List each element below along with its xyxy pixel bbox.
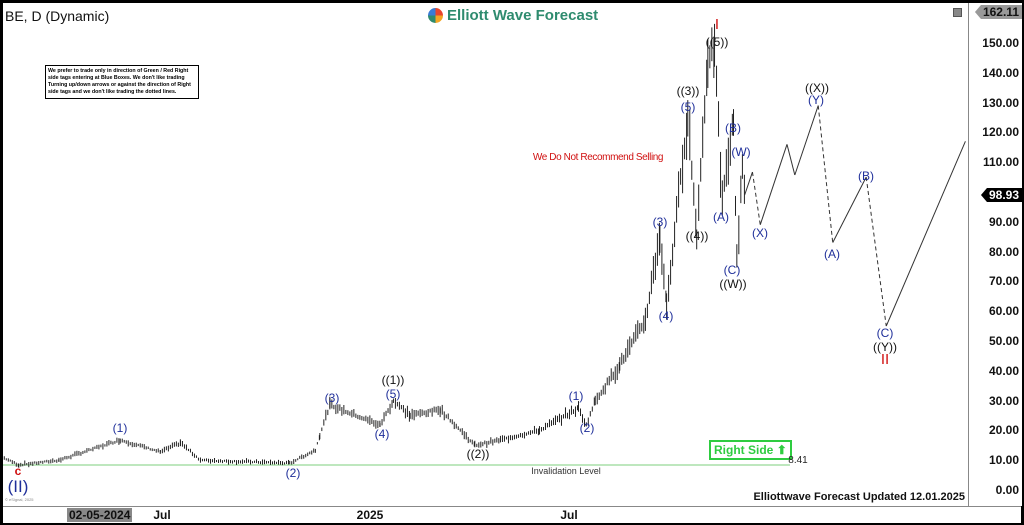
- high-price-tag: 162.11: [974, 5, 1022, 19]
- wave-label: (1): [112, 421, 128, 435]
- price-tick-label: 120.00: [982, 125, 1019, 140]
- projection-path-segment: [786, 144, 796, 176]
- time-axis[interactable]: 02-05-2024 Jul 2025 Jul: [3, 506, 1021, 523]
- copyright: © eSignal, 2025: [5, 497, 34, 502]
- brand-name: Elliott Wave Forecast: [447, 7, 599, 24]
- price-tick-label: 20.00: [988, 423, 1019, 438]
- wave-label: ((3)): [676, 84, 700, 98]
- price-tick-label: 30.00: [988, 393, 1019, 408]
- time-label: 2025: [356, 508, 384, 522]
- no-sell-note: We Do Not Recommend Selling: [532, 152, 664, 163]
- right-side-tag: Right Side ⬆: [709, 440, 792, 460]
- wave-label: (A): [824, 247, 840, 261]
- price-chart-svg: [3, 23, 966, 468]
- wave-label: (Y): [808, 93, 824, 107]
- last-price-tag: 98.93: [980, 188, 1022, 202]
- wave-label: c: [14, 464, 22, 478]
- wave-label: (2): [579, 421, 595, 435]
- wave-label: (C): [876, 326, 894, 340]
- invalidation-label: Invalidation Level: [531, 466, 601, 476]
- time-label: Jul: [153, 508, 171, 522]
- price-tick-label: 150.00: [982, 36, 1019, 50]
- price-tick-label: 60.00: [988, 304, 1019, 319]
- projection-path-segment: [885, 141, 966, 327]
- price-tick-label: 110.00: [982, 155, 1019, 170]
- updated-note: Elliottwave Forecast Updated 12.01.2025: [753, 491, 965, 503]
- wave-label: ((1)): [381, 373, 405, 387]
- projection-path-segment: [759, 144, 788, 225]
- price-axis[interactable]: 162.11 150.00 140.00 130.00 120.00 110.00 90.…: [968, 3, 1022, 506]
- time-label: Jul: [560, 508, 578, 522]
- invalidation-value: 8.41: [788, 455, 808, 466]
- wave-label: (X): [752, 226, 768, 240]
- wave-label: (A): [713, 210, 729, 224]
- brand-logo: Elliott Wave Forecast: [428, 7, 598, 24]
- disclaimer-box: We prefer to trade only in direction of …: [45, 65, 199, 99]
- right-side-label: Right Side: [714, 443, 774, 457]
- price-tick-label: 0.00: [995, 483, 1019, 497]
- wave-label: ((5)): [705, 35, 729, 49]
- price-tick-label: 10.00: [988, 453, 1019, 468]
- price-tick-label: 50.00: [988, 334, 1019, 348]
- wave-label: (B): [725, 121, 741, 135]
- price-tick-label: 70.00: [988, 274, 1019, 289]
- wave-label: (5): [680, 100, 696, 114]
- projection-path-segment: [794, 105, 819, 176]
- symbol-title: BE, D (Dynamic): [5, 8, 110, 24]
- wave-label: ((Y)): [873, 340, 897, 354]
- chart-settings-icon[interactable]: [953, 8, 962, 17]
- projection-path-segment: [817, 105, 834, 243]
- price-tick-label: 40.00: [988, 363, 1019, 378]
- projection-path-segment: [744, 171, 753, 196]
- projection-path-segment: [832, 176, 867, 243]
- wave-label: (2): [285, 466, 301, 480]
- wave-label: (B): [858, 169, 874, 183]
- wave-label: ((2)): [466, 447, 490, 461]
- wave-label: (5): [385, 387, 401, 401]
- price-tick-label: 130.00: [982, 95, 1019, 110]
- wave-label: ((W)): [719, 277, 747, 291]
- wave-label: ((4)): [685, 229, 709, 243]
- wave-label: (4): [658, 309, 674, 323]
- wave-label: (3): [652, 215, 668, 229]
- price-tick-label: 90.00: [988, 214, 1019, 229]
- wave-label: II: [880, 351, 890, 368]
- wave-label: (II): [7, 477, 29, 496]
- price-tick-label: 80.00: [988, 244, 1019, 259]
- arrow-up-icon: ⬆: [776, 443, 787, 457]
- wave-label: ((X)): [805, 81, 829, 95]
- wave-label: (4): [374, 427, 390, 441]
- wave-label: (3): [324, 391, 340, 405]
- wave-label: (C): [723, 263, 741, 277]
- wave-label: I: [714, 16, 720, 33]
- wave-label: (1): [568, 389, 584, 403]
- cursor-date-label: 02-05-2024: [67, 508, 133, 522]
- projection-path-segment: [751, 171, 761, 225]
- logo-icon: [428, 8, 443, 23]
- wave-label: (W): [731, 145, 751, 159]
- price-chart-area[interactable]: BE, D (Dynamic) Elliott Wave Forecast We…: [3, 3, 968, 506]
- projection-path-segment: [865, 177, 887, 327]
- price-tick-label: 140.00: [982, 65, 1019, 80]
